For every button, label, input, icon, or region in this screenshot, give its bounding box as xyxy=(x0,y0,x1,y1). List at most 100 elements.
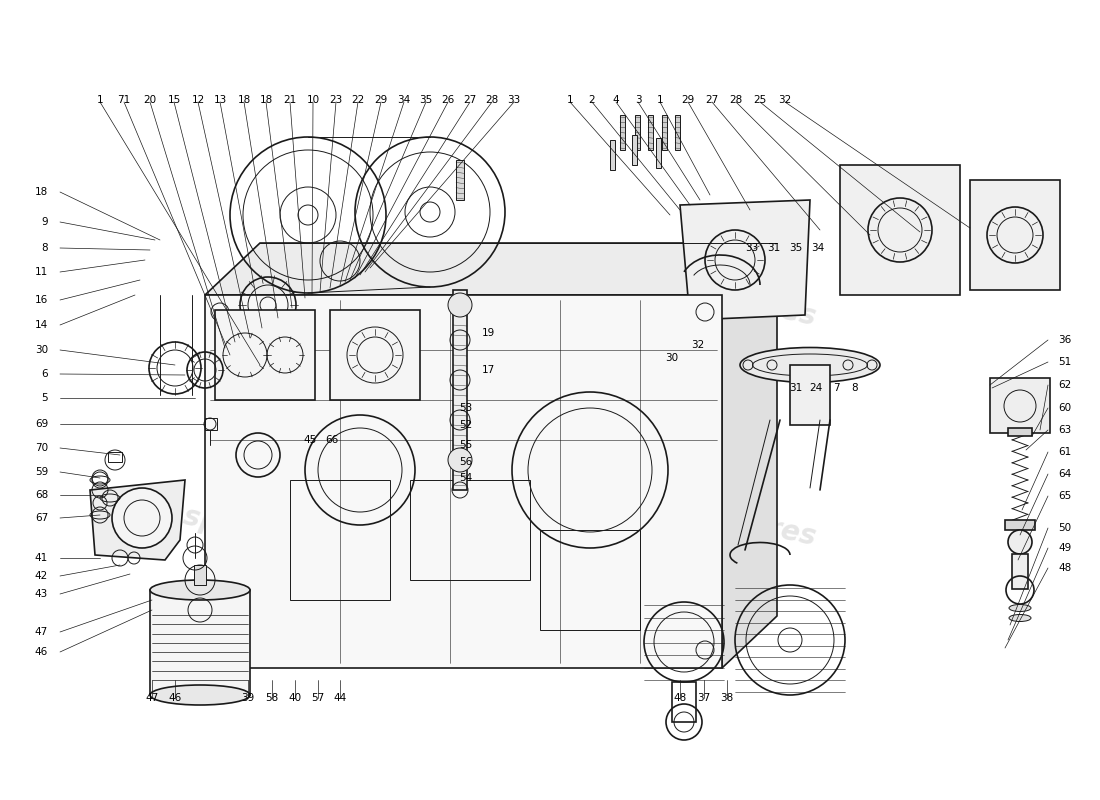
Text: 1: 1 xyxy=(657,95,663,105)
Polygon shape xyxy=(680,200,810,320)
Circle shape xyxy=(1008,530,1032,554)
Text: 28: 28 xyxy=(485,95,498,105)
Text: eurospares: eurospares xyxy=(402,528,579,592)
Text: 33: 33 xyxy=(746,243,759,253)
Text: 42: 42 xyxy=(35,571,48,581)
Ellipse shape xyxy=(1009,614,1031,622)
Text: 70: 70 xyxy=(35,443,48,453)
Text: 16: 16 xyxy=(35,295,48,305)
Text: 64: 64 xyxy=(1058,469,1071,479)
Text: 26: 26 xyxy=(441,95,454,105)
Text: 2: 2 xyxy=(588,95,595,105)
Text: 44: 44 xyxy=(333,693,346,703)
Text: 62: 62 xyxy=(1058,380,1071,390)
Bar xyxy=(150,590,250,695)
Text: 65: 65 xyxy=(1058,491,1071,501)
Text: 40: 40 xyxy=(288,693,301,703)
Text: 47: 47 xyxy=(35,627,48,637)
Text: eurospares: eurospares xyxy=(641,488,818,552)
Bar xyxy=(635,115,640,150)
Text: 11: 11 xyxy=(35,267,48,277)
Text: 34: 34 xyxy=(812,243,825,253)
Text: 48: 48 xyxy=(673,693,686,703)
Text: 10: 10 xyxy=(307,95,320,105)
Text: 18: 18 xyxy=(35,187,48,197)
Bar xyxy=(662,115,667,150)
Bar xyxy=(205,418,217,430)
Bar xyxy=(540,530,640,630)
Circle shape xyxy=(448,293,472,317)
Text: 41: 41 xyxy=(35,553,48,563)
Ellipse shape xyxy=(740,347,880,382)
Text: 71: 71 xyxy=(118,95,131,105)
Text: 19: 19 xyxy=(482,328,495,338)
Text: 5: 5 xyxy=(42,393,48,403)
Text: 17: 17 xyxy=(482,365,495,375)
Text: 56: 56 xyxy=(460,457,473,467)
Text: 6: 6 xyxy=(42,369,48,379)
Text: 22: 22 xyxy=(351,95,364,105)
Bar xyxy=(675,115,680,150)
Text: 55: 55 xyxy=(460,440,473,450)
Bar xyxy=(672,682,696,722)
Text: 58: 58 xyxy=(265,693,278,703)
Text: 20: 20 xyxy=(143,95,156,105)
Circle shape xyxy=(448,448,472,472)
Text: 33: 33 xyxy=(507,95,520,105)
Text: 1: 1 xyxy=(566,95,573,105)
Text: eurospares: eurospares xyxy=(111,488,288,552)
Text: 69: 69 xyxy=(35,419,48,429)
Text: 12: 12 xyxy=(191,95,205,105)
Text: 46: 46 xyxy=(168,693,182,703)
Text: 54: 54 xyxy=(460,473,473,483)
Text: 8: 8 xyxy=(851,383,858,393)
Text: 67: 67 xyxy=(35,513,48,523)
Text: 14: 14 xyxy=(35,320,48,330)
Text: eurospares: eurospares xyxy=(641,268,818,332)
Text: 38: 38 xyxy=(720,693,734,703)
Text: 52: 52 xyxy=(460,420,473,430)
Text: 27: 27 xyxy=(463,95,476,105)
Bar xyxy=(330,310,420,400)
Bar xyxy=(970,180,1060,290)
Text: 28: 28 xyxy=(729,95,743,105)
Text: 30: 30 xyxy=(35,345,48,355)
Bar xyxy=(610,140,615,170)
Text: 61: 61 xyxy=(1058,447,1071,457)
Text: 63: 63 xyxy=(1058,425,1071,435)
Text: 60: 60 xyxy=(1058,403,1071,413)
Bar xyxy=(214,310,315,400)
Text: 4: 4 xyxy=(613,95,619,105)
Polygon shape xyxy=(205,243,777,295)
Text: 13: 13 xyxy=(213,95,227,105)
Text: 68: 68 xyxy=(35,490,48,500)
Text: 32: 32 xyxy=(692,340,705,350)
Text: 35: 35 xyxy=(790,243,803,253)
Text: 50: 50 xyxy=(1058,523,1071,533)
Text: 29: 29 xyxy=(681,95,694,105)
Polygon shape xyxy=(214,420,310,490)
Bar xyxy=(456,160,464,200)
Text: 8: 8 xyxy=(42,243,48,253)
Text: 51: 51 xyxy=(1058,357,1071,367)
Text: 25: 25 xyxy=(754,95,767,105)
Bar xyxy=(410,480,530,580)
Text: 59: 59 xyxy=(35,467,48,477)
Text: 1: 1 xyxy=(97,95,103,105)
Text: 39: 39 xyxy=(241,693,254,703)
Text: 21: 21 xyxy=(284,95,297,105)
Polygon shape xyxy=(722,243,777,668)
Text: 27: 27 xyxy=(705,95,718,105)
Text: 29: 29 xyxy=(374,95,387,105)
Text: 48: 48 xyxy=(1058,563,1071,573)
Bar xyxy=(453,290,468,490)
Text: 57: 57 xyxy=(311,693,324,703)
Text: 18: 18 xyxy=(238,95,251,105)
Bar xyxy=(290,480,390,600)
Bar xyxy=(840,165,960,295)
Bar xyxy=(205,295,722,668)
Bar xyxy=(1008,428,1032,436)
Text: 53: 53 xyxy=(460,403,473,413)
Text: 23: 23 xyxy=(329,95,342,105)
Text: 37: 37 xyxy=(697,693,711,703)
